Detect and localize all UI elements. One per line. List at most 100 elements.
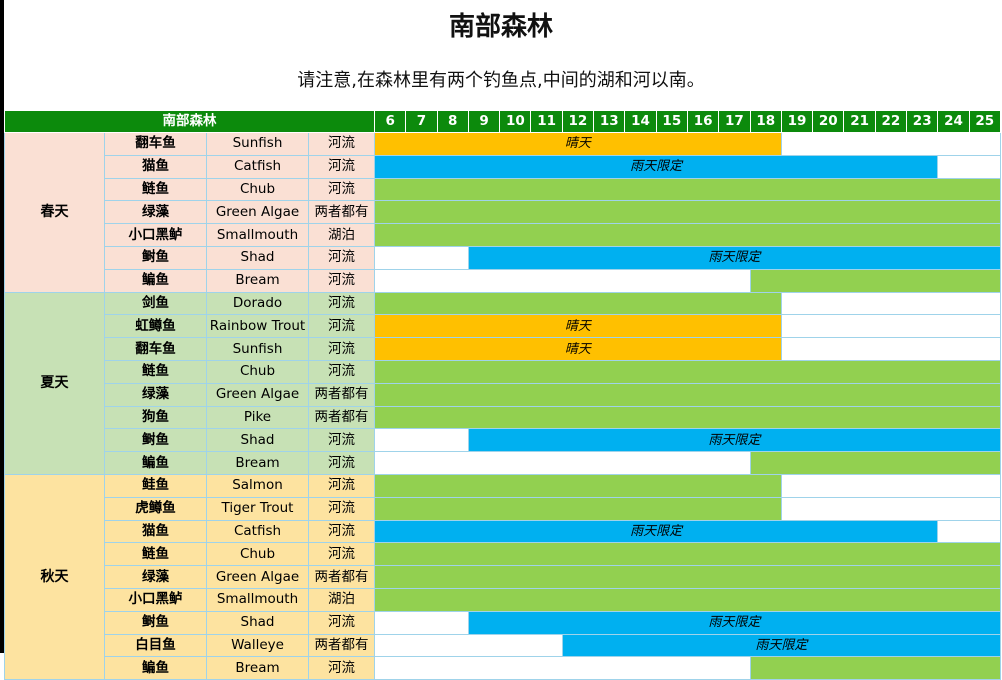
hour-header: 6 (373, 110, 407, 133)
page-subtitle: 请注意,在森林里有两个钓鱼点,中间的湖和河以南。 (297, 70, 705, 91)
fish-chinese-name: 鳊鱼 (104, 656, 207, 680)
hour-header: 16 (686, 110, 720, 133)
table-row: 狗鱼 Pike 两者都有 (5, 405, 1001, 430)
availability-bar-green (374, 565, 1001, 589)
season-label: 夏天 (4, 291, 105, 475)
fish-chinese-name: 小口黑鲈 (104, 587, 207, 612)
hour-header: 17 (718, 110, 751, 133)
table-row: 鲥鱼 Shad 河流 雨天限定 (5, 428, 1001, 453)
fish-english-name: Chub (206, 177, 309, 202)
table-row: 鲢鱼 Chub 河流 (5, 177, 1001, 202)
fish-english-name: Sunfish (206, 132, 309, 156)
fish-location: 河流 (308, 314, 375, 339)
availability-bar-green (374, 359, 1001, 384)
table-row: 绿藻 Green Algae 两者都有 (5, 382, 1001, 407)
availability-bar-white (937, 154, 1001, 179)
availability-bar-green (374, 223, 1001, 247)
fish-english-name: Chub (206, 359, 309, 384)
table-row: 翻车鱼 Sunfish 河流 晴天 (5, 337, 1001, 361)
availability-bar-blue: 雨天限定 (373, 154, 939, 179)
availability-bar-white (780, 132, 1001, 156)
fish-english-name: Bream (206, 656, 309, 680)
area-header: 南部森林 (4, 110, 375, 133)
availability-bar-white (374, 633, 563, 658)
availability-bar-blue: 雨天限定 (561, 633, 1001, 658)
table-row: 春天 翻车鱼 Sunfish 河流 晴天 (4, 132, 1001, 293)
fish-chinese-name: 绿藻 (104, 382, 207, 407)
table-row: 小口黑鲈 Smallmouth 湖泊 (5, 223, 1001, 247)
fish-schedule-table: 南部森林 6 7 8 9 10 11 12 13 14 15 16 17 18 19 20 21 22 23 24 2… (4, 110, 1001, 680)
fish-chinese-name: 狗鱼 (104, 405, 207, 430)
fish-location: 湖泊 (308, 223, 375, 247)
table-row: 白目鱼 Walleye 两者都有 雨天限定 (5, 633, 1001, 658)
hour-header: 19 (780, 110, 814, 133)
fish-location: 河流 (308, 428, 375, 453)
fish-location: 两者都有 (308, 633, 375, 658)
fish-location: 两者都有 (308, 382, 375, 407)
hour-header: 13 (593, 110, 626, 133)
fish-english-name: Shad (206, 245, 309, 270)
availability-bar-green (374, 382, 1001, 407)
fish-chinese-name: 猫鱼 (104, 519, 207, 544)
fish-chinese-name: 虹鳟鱼 (104, 314, 207, 339)
hour-header: 15 (655, 110, 688, 133)
fish-english-name: Catfish (206, 519, 309, 544)
fish-chinese-name: 白目鱼 (104, 633, 207, 658)
availability-bar-white (374, 451, 751, 475)
availability-bar-orange: 晴天 (374, 132, 782, 156)
hour-header: 12 (561, 110, 595, 133)
availability-bar-white (374, 656, 751, 680)
hour-header: 7 (405, 110, 438, 133)
fish-english-name: Dorado (206, 291, 309, 316)
fish-english-name: Sunfish (206, 337, 309, 361)
fish-location: 河流 (308, 291, 375, 316)
fish-location: 河流 (308, 542, 375, 567)
fish-location: 河流 (308, 656, 375, 680)
table-row: 鲥鱼 Shad 河流 雨天限定 (5, 610, 1001, 635)
table-row: 鳊鱼 Bream 河流 (5, 451, 1001, 475)
fish-location: 河流 (308, 154, 375, 179)
availability-bar-orange: 晴天 (374, 314, 782, 339)
fish-chinese-name: 绿藻 (104, 200, 207, 225)
table-row: 绿藻 Green Algae 两者都有 (5, 565, 1001, 589)
fish-chinese-name: 鳊鱼 (104, 451, 207, 475)
fish-location: 河流 (308, 337, 375, 361)
table-row: 鲥鱼 Shad 河流 雨天限定 (5, 245, 1001, 270)
fish-chinese-name: 鲥鱼 (104, 428, 207, 453)
availability-bar-white (780, 291, 1001, 316)
fish-english-name: Green Algae (206, 565, 309, 589)
hour-header: 24 (937, 110, 970, 133)
hour-header: 25 (968, 110, 1001, 133)
fish-location: 两者都有 (308, 565, 375, 589)
fish-chinese-name: 小口黑鲈 (104, 223, 207, 247)
availability-bar-green (374, 542, 1001, 567)
fish-english-name: Tiger Trout (206, 496, 309, 521)
table-row: 鲢鱼 Chub 河流 (5, 542, 1001, 567)
table-row: 鳊鱼 Bream 河流 (5, 656, 1001, 680)
fish-location: 河流 (308, 610, 375, 635)
fish-location: 河流 (308, 132, 375, 156)
fish-chinese-name: 鲥鱼 (104, 245, 207, 270)
fish-location: 河流 (308, 496, 375, 521)
fish-chinese-name: 鲢鱼 (104, 177, 207, 202)
fish-english-name: Shad (206, 610, 309, 635)
fish-location: 河流 (308, 245, 375, 270)
fish-chinese-name: 鲢鱼 (104, 542, 207, 567)
fish-chinese-name: 剑鱼 (104, 291, 207, 316)
fish-english-name: Shad (206, 428, 309, 453)
table-row: 绿藻 Green Algae 两者都有 (5, 200, 1001, 225)
fish-location: 河流 (308, 451, 375, 475)
table-row: 虎鳟鱼 Tiger Trout 河流 (5, 496, 1001, 521)
availability-bar-green (374, 291, 782, 316)
fish-chinese-name: 绿藻 (104, 565, 207, 589)
hour-header: 21 (843, 110, 876, 133)
availability-bar-white (780, 337, 1001, 361)
header-row: 南部森林 6 7 8 9 10 11 12 13 14 15 16 17 18 19 20 21 22 23 24 2… (4, 110, 1001, 133)
fish-english-name: Rainbow Trout (206, 314, 309, 339)
availability-bar-green (374, 200, 1001, 225)
season-label: 春天 (4, 132, 105, 293)
fish-chinese-name: 猫鱼 (104, 154, 207, 179)
table-row: 鳊鱼 Bream 河流 (5, 268, 1001, 293)
season-label: 秋天 (4, 473, 105, 680)
table-row: 夏天 剑鱼 Dorado 河流 (4, 291, 1001, 475)
